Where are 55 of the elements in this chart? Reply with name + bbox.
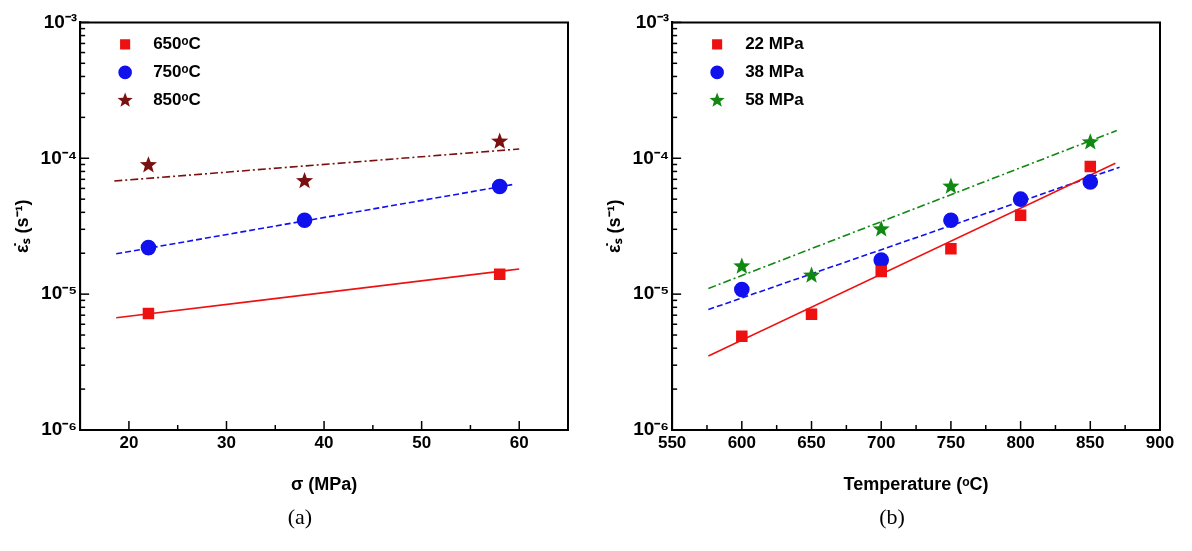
x-tick-label: 700	[867, 432, 896, 452]
legend-label: 58 MPa	[745, 90, 805, 110]
x-tick-label: 850	[1076, 432, 1105, 452]
point	[1084, 160, 1097, 173]
point	[491, 132, 509, 149]
point	[802, 266, 821, 283]
point	[733, 257, 751, 274]
text: (b)	[879, 504, 905, 530]
point	[139, 156, 157, 173]
y-tick-label: 10⁻³	[43, 10, 78, 32]
y-axis-title: ε̇ₛ (s⁻¹)	[603, 199, 624, 253]
x-tick-label: 900	[1145, 432, 1175, 452]
x-tick-label: 750	[936, 432, 966, 452]
legend-label: 22 MPa	[745, 34, 805, 54]
y-axis-title: ε̇ₛ (s⁻¹)	[11, 199, 32, 253]
point	[873, 252, 890, 268]
point	[1014, 209, 1027, 222]
point	[943, 212, 959, 229]
point	[140, 239, 157, 256]
x-tick-label: 40	[314, 432, 334, 452]
legend-label: 650ᵒC	[153, 34, 201, 54]
x-tick-label: 650	[797, 432, 826, 452]
point	[734, 281, 750, 298]
point	[1082, 174, 1099, 190]
point	[805, 308, 818, 321]
point	[142, 307, 155, 320]
point	[872, 220, 890, 237]
x-axis-title: σ (MPa)	[290, 474, 358, 495]
y-tick-label: 10⁻⁶	[41, 418, 78, 440]
point	[1081, 133, 1099, 150]
x-tick-label: 800	[1006, 432, 1035, 452]
point	[296, 212, 313, 229]
point	[491, 178, 508, 195]
point	[942, 177, 960, 194]
legend-label: 38 MPa	[745, 62, 805, 82]
point	[295, 172, 314, 189]
x-tick-label: 50	[412, 432, 432, 452]
y-tick-label: 10⁻⁴	[40, 146, 78, 168]
point	[493, 268, 506, 281]
y-tick-label: 10⁻³	[635, 10, 670, 32]
x-tick-label: 30	[217, 432, 236, 452]
legend-label: 750ᵒC	[153, 62, 201, 82]
legend-label: 850ᵒC	[153, 90, 201, 110]
y-tick-label: 10⁻⁵	[41, 282, 78, 304]
y-tick-label: 10⁻⁴	[632, 146, 670, 168]
y-tick-label: 10⁻⁵	[633, 282, 670, 304]
x-axis-title: Temperature (ᵒC)	[843, 474, 989, 495]
x-tick-label: 60	[509, 432, 529, 452]
x-tick-label: 600	[727, 432, 757, 452]
x-tick-label: 20	[119, 432, 139, 452]
text: (a)	[287, 504, 313, 530]
point	[1012, 191, 1029, 207]
point	[736, 330, 748, 342]
point	[875, 265, 887, 278]
point	[945, 242, 957, 255]
